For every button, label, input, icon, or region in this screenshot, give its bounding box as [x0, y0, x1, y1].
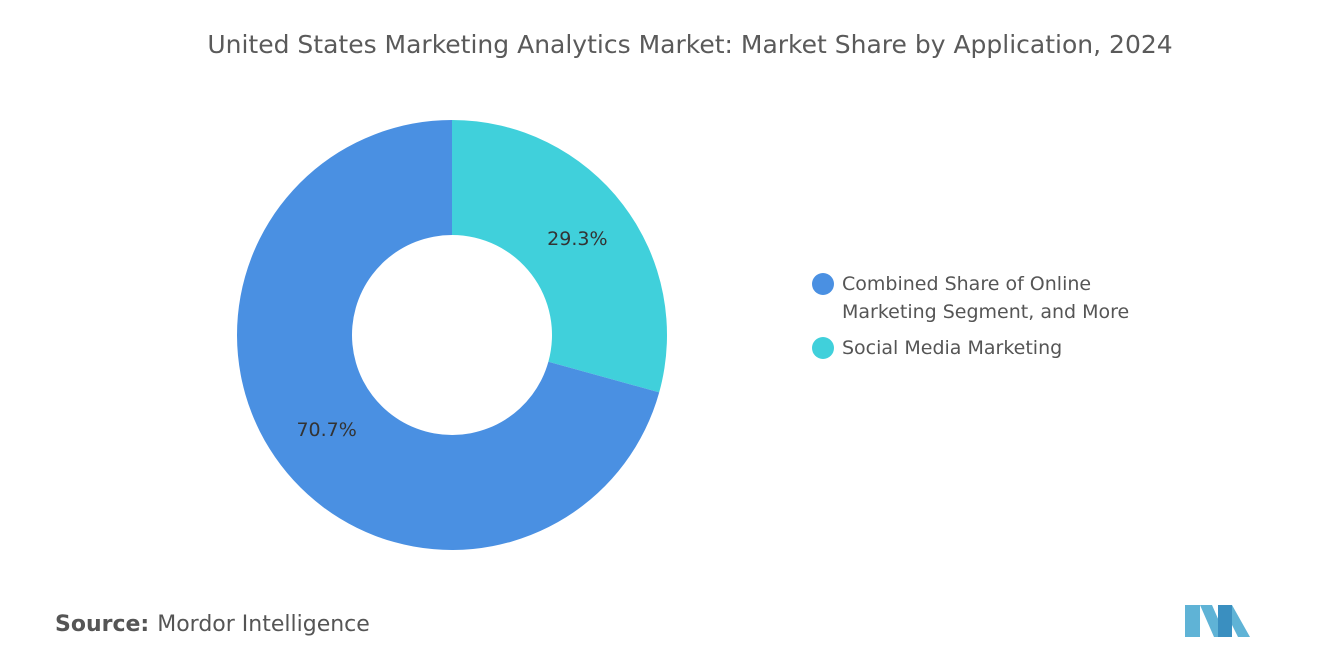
source: Source: Mordor Intelligence	[55, 612, 370, 637]
legend-item: Social Media Marketing	[812, 334, 1172, 362]
legend-label: Social Media Marketing	[842, 337, 1063, 359]
legend: Combined Share of Online Marketing Segme…	[812, 270, 1172, 370]
data-label: 29.3%	[547, 228, 607, 250]
source-label: Source:	[55, 612, 150, 637]
legend-swatch	[812, 337, 834, 359]
chart-title: United States Marketing Analytics Market…	[207, 30, 1173, 59]
legend-item: Combined Share of Online Marketing Segme…	[812, 270, 1172, 326]
data-label: 70.7%	[296, 419, 356, 441]
legend-swatch	[812, 273, 834, 295]
donut-slice	[452, 120, 667, 393]
logo	[1185, 605, 1250, 637]
source-text: Mordor Intelligence	[157, 612, 370, 637]
donut-slice	[236, 120, 660, 550]
legend-label: Combined Share of Online Marketing Segme…	[842, 273, 1130, 323]
